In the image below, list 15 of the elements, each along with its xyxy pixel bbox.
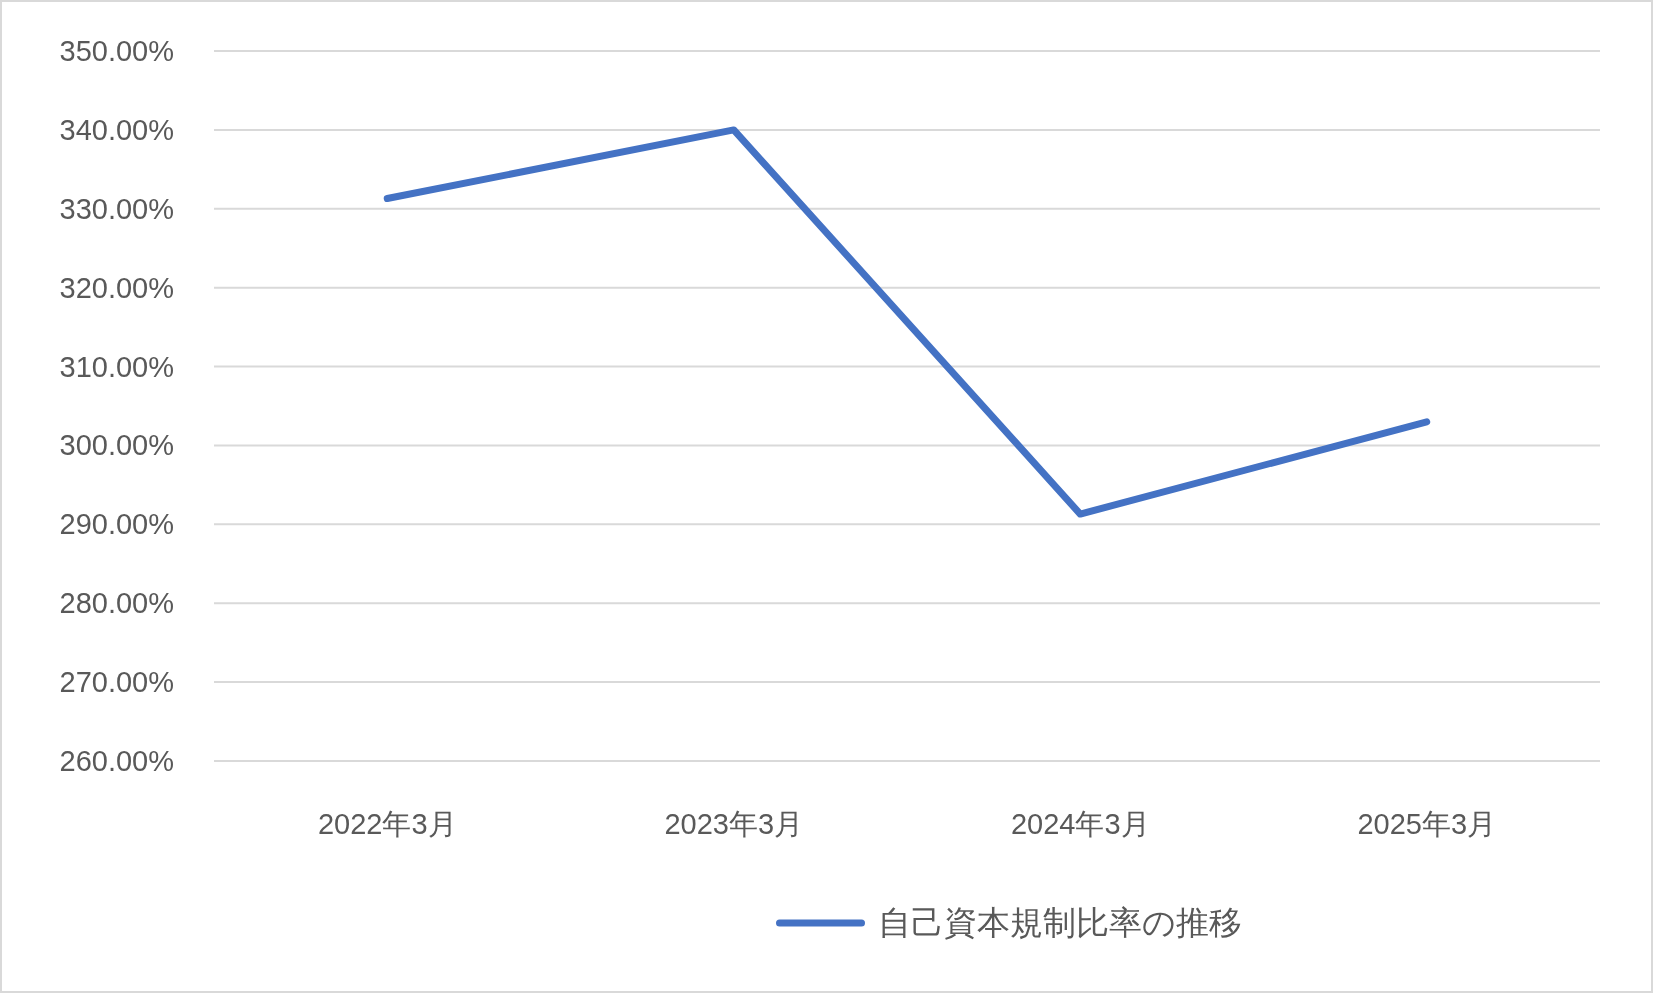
x-tick-label: 2024年3月 bbox=[1010, 808, 1150, 840]
legend-label: 自己資本規制比率の推移 bbox=[877, 904, 1242, 941]
y-tick-label: 280.00% bbox=[59, 587, 174, 620]
x-tick-label: 2025年3月 bbox=[1357, 808, 1497, 840]
y-tick-label: 310.00% bbox=[59, 350, 174, 383]
x-tick-label: 2023年3月 bbox=[664, 808, 804, 840]
y-tick-label: 290.00% bbox=[59, 508, 174, 541]
y-tick-label: 270.00% bbox=[59, 666, 174, 699]
y-tick-label: 350.00% bbox=[59, 35, 174, 67]
y-tick-label: 330.00% bbox=[59, 192, 174, 225]
y-tick-label: 340.00% bbox=[59, 113, 174, 146]
y-tick-label: 260.00% bbox=[59, 745, 174, 777]
x-tick-label: 2022年3月 bbox=[317, 808, 457, 840]
y-tick-label: 320.00% bbox=[59, 271, 174, 304]
y-tick-label: 300.00% bbox=[59, 429, 174, 462]
